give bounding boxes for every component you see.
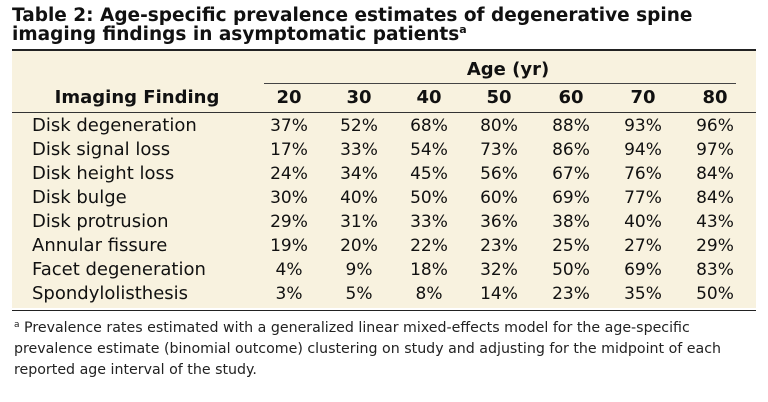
value-cell: 37% [270, 116, 308, 136]
value-cell: 83% [696, 260, 734, 280]
value-cell: 76% [624, 164, 662, 184]
finding-cell: Spondylolisthesis [32, 283, 189, 304]
age-column-header: 80 [702, 87, 728, 108]
age-column-header: 30 [346, 87, 372, 108]
footnote-text: Prevalence rates estimated with a genera… [14, 320, 722, 378]
table-row: Facet degeneration 4% 9% 18% 32% 50% 69%… [12, 258, 756, 282]
value-cell: 29% [270, 212, 308, 232]
value-cell: 94% [624, 140, 662, 160]
table-row: Disk signal loss 17% 33% 54% 73% 86% 94%… [12, 138, 756, 162]
finding-column-header: Imaging Finding [54, 87, 220, 108]
value-cell: 8% [415, 284, 443, 304]
value-cell: 3% [275, 284, 303, 304]
table-row: Annular fissure 19% 20% 22% 23% 25% 27% … [12, 234, 756, 258]
value-cell: 86% [552, 140, 590, 160]
age-column-header: 40 [416, 87, 442, 108]
value-cell: 97% [696, 140, 734, 160]
value-cell: 88% [552, 116, 590, 136]
value-cell: 54% [410, 140, 448, 160]
value-cell: 35% [624, 284, 662, 304]
finding-cell: Disk protrusion [32, 211, 169, 232]
value-cell: 19% [270, 236, 308, 256]
value-cell: 80% [480, 116, 518, 136]
finding-cell: Disk bulge [32, 187, 127, 208]
value-cell: 40% [340, 188, 378, 208]
value-cell: 40% [624, 212, 662, 232]
finding-cell: Disk signal loss [32, 139, 171, 160]
age-column-header: 60 [558, 87, 584, 108]
value-cell: 38% [552, 212, 590, 232]
value-cell: 30% [270, 188, 308, 208]
finding-cell: Facet degeneration [32, 259, 206, 280]
table-bottom-rule [12, 310, 756, 311]
age-column-header: 20 [276, 87, 302, 108]
value-cell: 34% [340, 164, 378, 184]
value-cell: 43% [696, 212, 734, 232]
finding-cell: Disk degeneration [32, 115, 197, 136]
value-cell: 29% [696, 236, 734, 256]
value-cell: 9% [345, 260, 373, 280]
table-background [12, 50, 756, 308]
value-cell: 33% [410, 212, 448, 232]
value-cell: 50% [696, 284, 734, 304]
value-cell: 23% [480, 236, 518, 256]
age-column-header: 50 [486, 87, 512, 108]
value-cell: 17% [270, 140, 308, 160]
table-body: Disk degeneration 37% 52% 68% 80% 88% 93… [12, 114, 756, 306]
value-cell: 60% [480, 188, 518, 208]
value-cell: 5% [345, 284, 373, 304]
value-cell: 56% [480, 164, 518, 184]
finding-cell: Annular fissure [32, 235, 168, 256]
value-cell: 69% [624, 260, 662, 280]
column-header-row: Imaging Finding 20 30 40 50 60 70 80 [12, 88, 756, 108]
age-group-header: Age (yr) [466, 59, 550, 80]
age-column-header: 70 [630, 87, 656, 108]
value-cell: 84% [696, 164, 734, 184]
table-row: Spondylolisthesis 3% 5% 8% 14% 23% 35% 5… [12, 282, 756, 306]
table-footnote: a Prevalence rates estimated with a gene… [14, 318, 754, 381]
value-cell: 33% [340, 140, 378, 160]
value-cell: 4% [275, 260, 303, 280]
value-cell: 96% [696, 116, 734, 136]
value-cell: 14% [480, 284, 518, 304]
value-cell: 31% [340, 212, 378, 232]
value-cell: 32% [480, 260, 518, 280]
value-cell: 67% [552, 164, 590, 184]
footnote-marker: a [14, 320, 20, 330]
value-cell: 22% [410, 236, 448, 256]
value-cell: 68% [410, 116, 448, 136]
value-cell: 50% [410, 188, 448, 208]
value-cell: 18% [410, 260, 448, 280]
table-title: Table 2: Age-specific prevalence estimat… [12, 6, 752, 44]
finding-cell: Disk height loss [32, 163, 175, 184]
value-cell: 73% [480, 140, 518, 160]
age-group-rule [264, 83, 736, 84]
header-rule [12, 112, 756, 113]
value-cell: 24% [270, 164, 308, 184]
value-cell: 77% [624, 188, 662, 208]
table-row: Disk degeneration 37% 52% 68% 80% 88% 93… [12, 114, 756, 138]
table-row: Disk height loss 24% 34% 45% 56% 67% 76%… [12, 162, 756, 186]
table-row: Disk protrusion 29% 31% 33% 36% 38% 40% … [12, 210, 756, 234]
value-cell: 52% [340, 116, 378, 136]
value-cell: 20% [340, 236, 378, 256]
value-cell: 84% [696, 188, 734, 208]
table-top-rule [12, 49, 756, 51]
value-cell: 25% [552, 236, 590, 256]
value-cell: 93% [624, 116, 662, 136]
value-cell: 27% [624, 236, 662, 256]
value-cell: 23% [552, 284, 590, 304]
table-row: Disk bulge 30% 40% 50% 60% 69% 77% 84% [12, 186, 756, 210]
title-footnote-marker: a [459, 23, 467, 36]
value-cell: 45% [410, 164, 448, 184]
table-title-text: Table 2: Age-specific prevalence estimat… [12, 5, 693, 45]
value-cell: 36% [480, 212, 518, 232]
value-cell: 50% [552, 260, 590, 280]
value-cell: 69% [552, 188, 590, 208]
